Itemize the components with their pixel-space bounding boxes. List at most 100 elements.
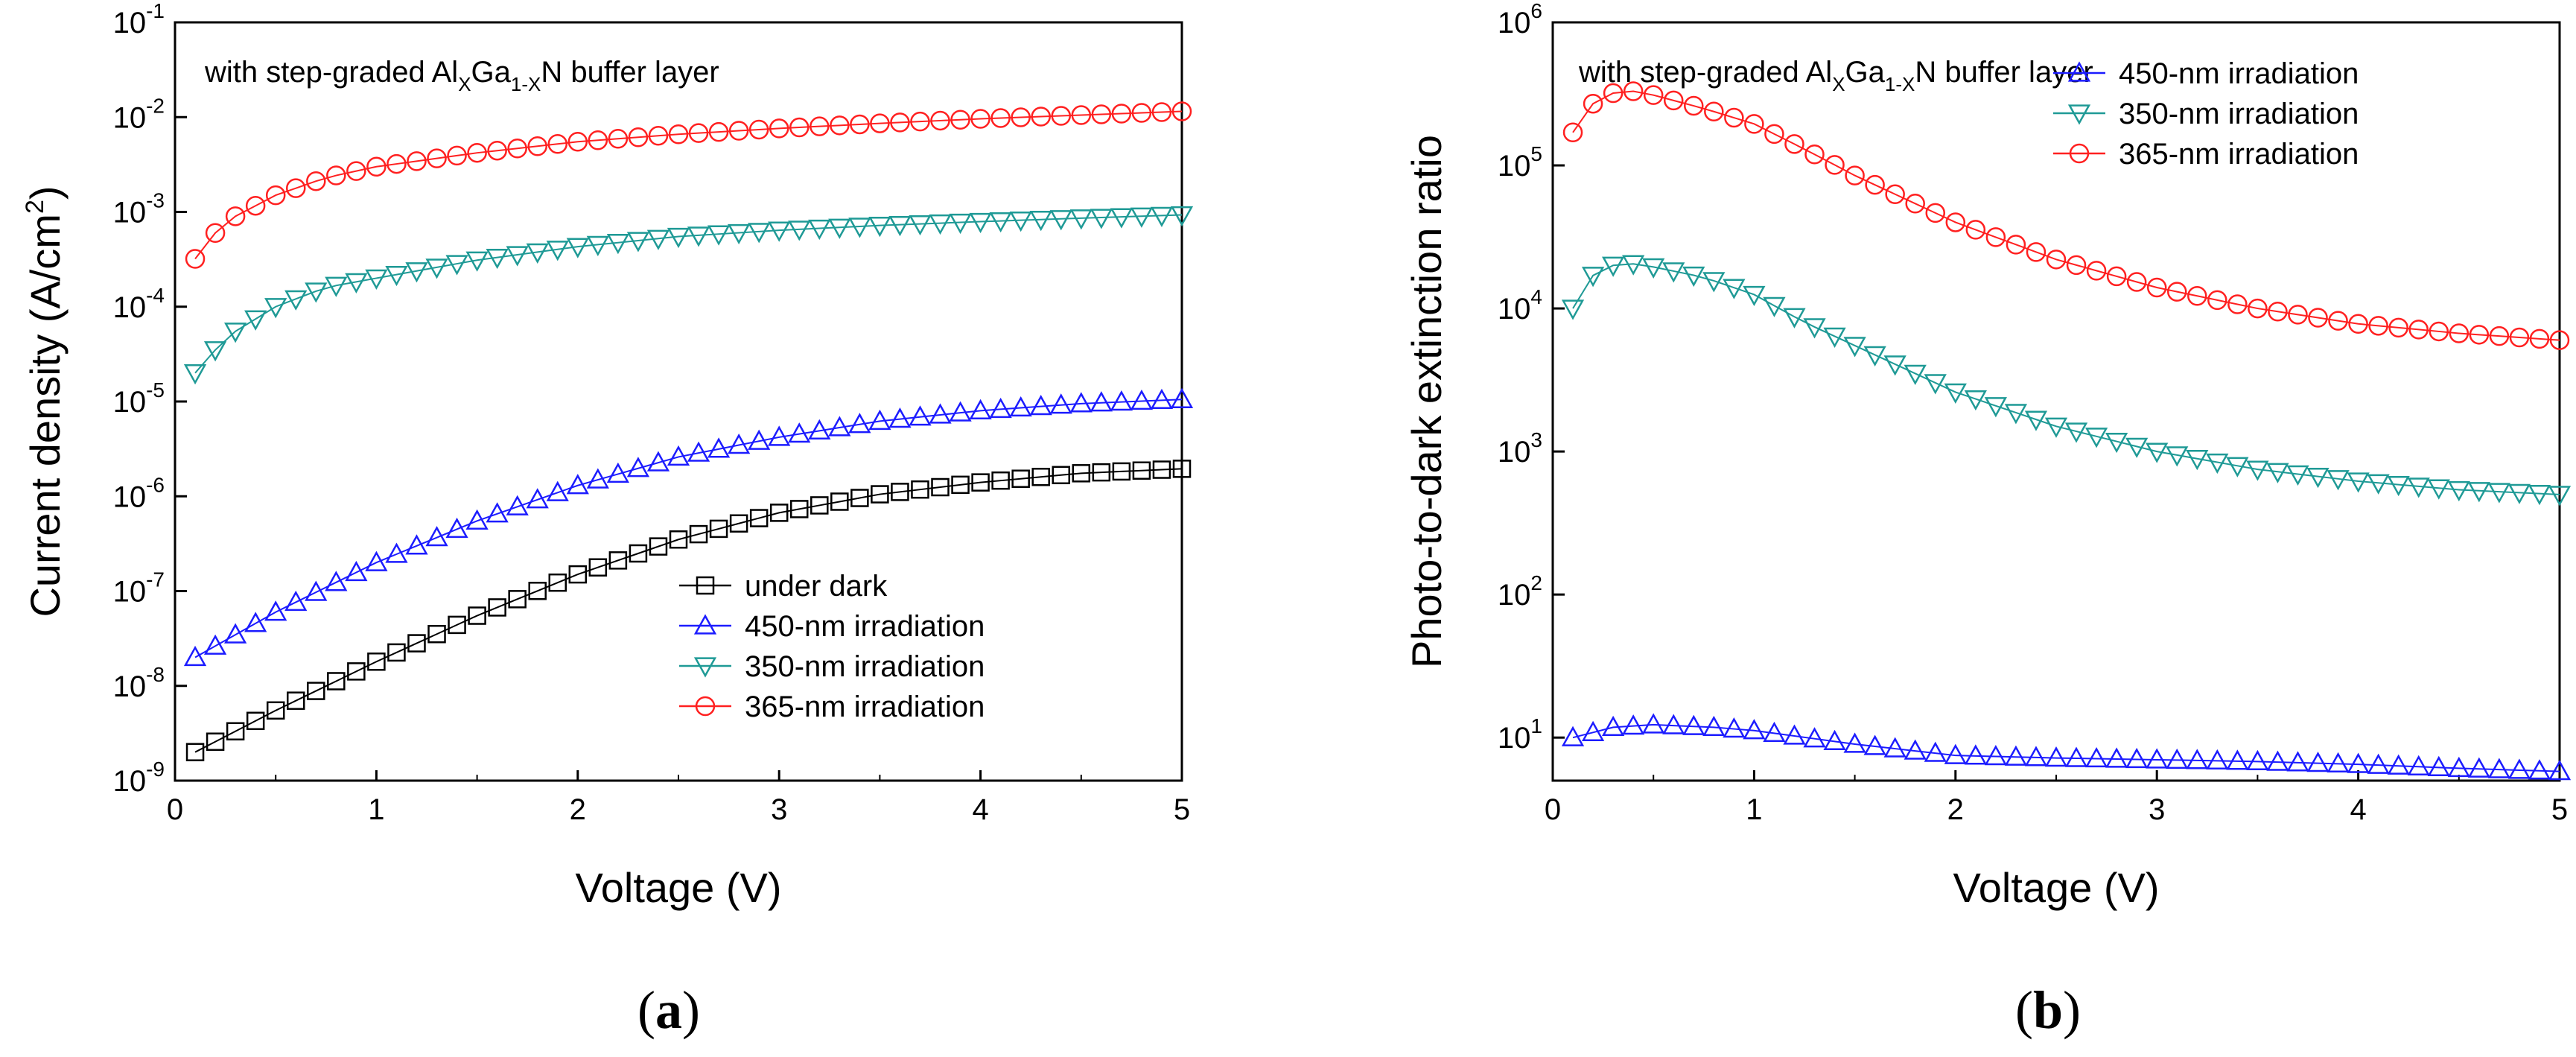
data-point: [2206, 453, 2229, 474]
data-point: [1091, 104, 1112, 124]
data-point: [989, 212, 1012, 233]
data-point: [1090, 209, 1113, 229]
data-point: [2026, 242, 2047, 262]
data-point: [1623, 81, 1644, 101]
plot-frame-b: [1551, 21, 2561, 782]
data-point: [1743, 719, 1766, 740]
data-point: [1984, 397, 2008, 418]
data-point: [2246, 460, 2269, 481]
data-point: [306, 171, 326, 191]
data-point: [2246, 749, 2269, 771]
data-point: [971, 473, 990, 492]
data-point: [850, 489, 869, 507]
data-point: [646, 229, 670, 250]
data-point: [1130, 389, 1154, 410]
data-point: [305, 282, 328, 303]
data-point: [567, 132, 588, 152]
data-point: [608, 551, 628, 570]
data-point: [727, 223, 751, 245]
data-point: [850, 114, 870, 135]
data-point: [1904, 364, 1927, 386]
annotation-b: with step-graded AlXGa1-XN buffer layer: [1578, 56, 2093, 95]
data-point: [367, 653, 386, 671]
data-point: [911, 480, 929, 499]
data-point: [1090, 391, 1113, 412]
data-point: [568, 565, 588, 584]
x-tick-label: 5: [1174, 793, 1190, 826]
data-point: [526, 243, 549, 264]
data-point: [1863, 346, 1886, 367]
data-point: [425, 526, 448, 547]
data-point: [649, 537, 668, 556]
data-point: [931, 477, 950, 497]
data-point: [1985, 227, 2006, 247]
data-point: [2105, 432, 2128, 454]
data-point: [888, 407, 912, 428]
data-point: [606, 462, 630, 483]
y-tick-label: 101: [1498, 714, 1542, 755]
data-point: [2306, 752, 2329, 772]
data-point: [2146, 277, 2167, 298]
data-point: [385, 265, 408, 287]
data-point: [1601, 256, 1625, 277]
data-point: [1011, 469, 1030, 488]
data-point: [629, 544, 648, 563]
data-point: [327, 672, 346, 691]
data-point: [1783, 724, 1806, 745]
data-point: [708, 121, 729, 142]
data-point: [929, 403, 952, 424]
data-point: [1924, 374, 1947, 395]
data-point: [2288, 305, 2308, 325]
data-point: [1904, 739, 1927, 760]
x-tick-label: 4: [2350, 793, 2366, 826]
data-point: [1905, 194, 1925, 214]
data-point: [447, 145, 467, 166]
y-tick-label: 10-9: [113, 758, 165, 798]
data-point: [1823, 327, 1846, 349]
data-point: [871, 485, 889, 504]
data-point: [667, 445, 690, 466]
data-point: [1071, 105, 1092, 125]
x-tick-label: 1: [368, 793, 384, 826]
data-point: [506, 495, 529, 515]
plot-frame-a: [174, 21, 1183, 782]
data-point: [1052, 466, 1071, 485]
data-point: [868, 217, 891, 238]
x-tick-label: 4: [972, 793, 988, 826]
x-tick-label: 1: [1746, 793, 1762, 826]
data-point: [2368, 316, 2388, 336]
data-point: [1944, 743, 1967, 764]
y-tick-label: 10-7: [113, 568, 165, 609]
data-point: [1863, 734, 1886, 755]
data-point: [465, 509, 489, 530]
data-point: [789, 117, 810, 138]
data-point: [2086, 261, 2107, 281]
data-point: [2507, 483, 2531, 504]
data-point: [1069, 392, 1093, 413]
data-point: [244, 310, 267, 331]
series-line: [194, 468, 1183, 753]
data-point: [2429, 321, 2449, 342]
data-point: [727, 433, 751, 454]
series-irr-365: [185, 101, 1192, 269]
data-point: [2528, 759, 2551, 780]
data-point: [547, 134, 568, 154]
data-point: [427, 624, 446, 644]
data-point: [1131, 103, 1152, 123]
legend-marker: [696, 576, 715, 595]
data-point: [646, 451, 670, 472]
data-point: [929, 214, 952, 235]
data-point: [1051, 106, 1072, 126]
legend-item: 450-nm irradiation: [679, 610, 985, 643]
data-point: [347, 662, 366, 681]
legend-label: 350-nm irradiation: [2119, 98, 2359, 130]
data-point: [407, 634, 426, 653]
data-point: [769, 504, 789, 522]
data-point: [1601, 715, 1625, 737]
data-point: [1130, 207, 1154, 228]
data-point: [185, 249, 206, 269]
data-point: [667, 227, 690, 249]
data-point: [2207, 290, 2227, 311]
data-point: [2387, 754, 2410, 775]
data-point: [526, 488, 549, 509]
